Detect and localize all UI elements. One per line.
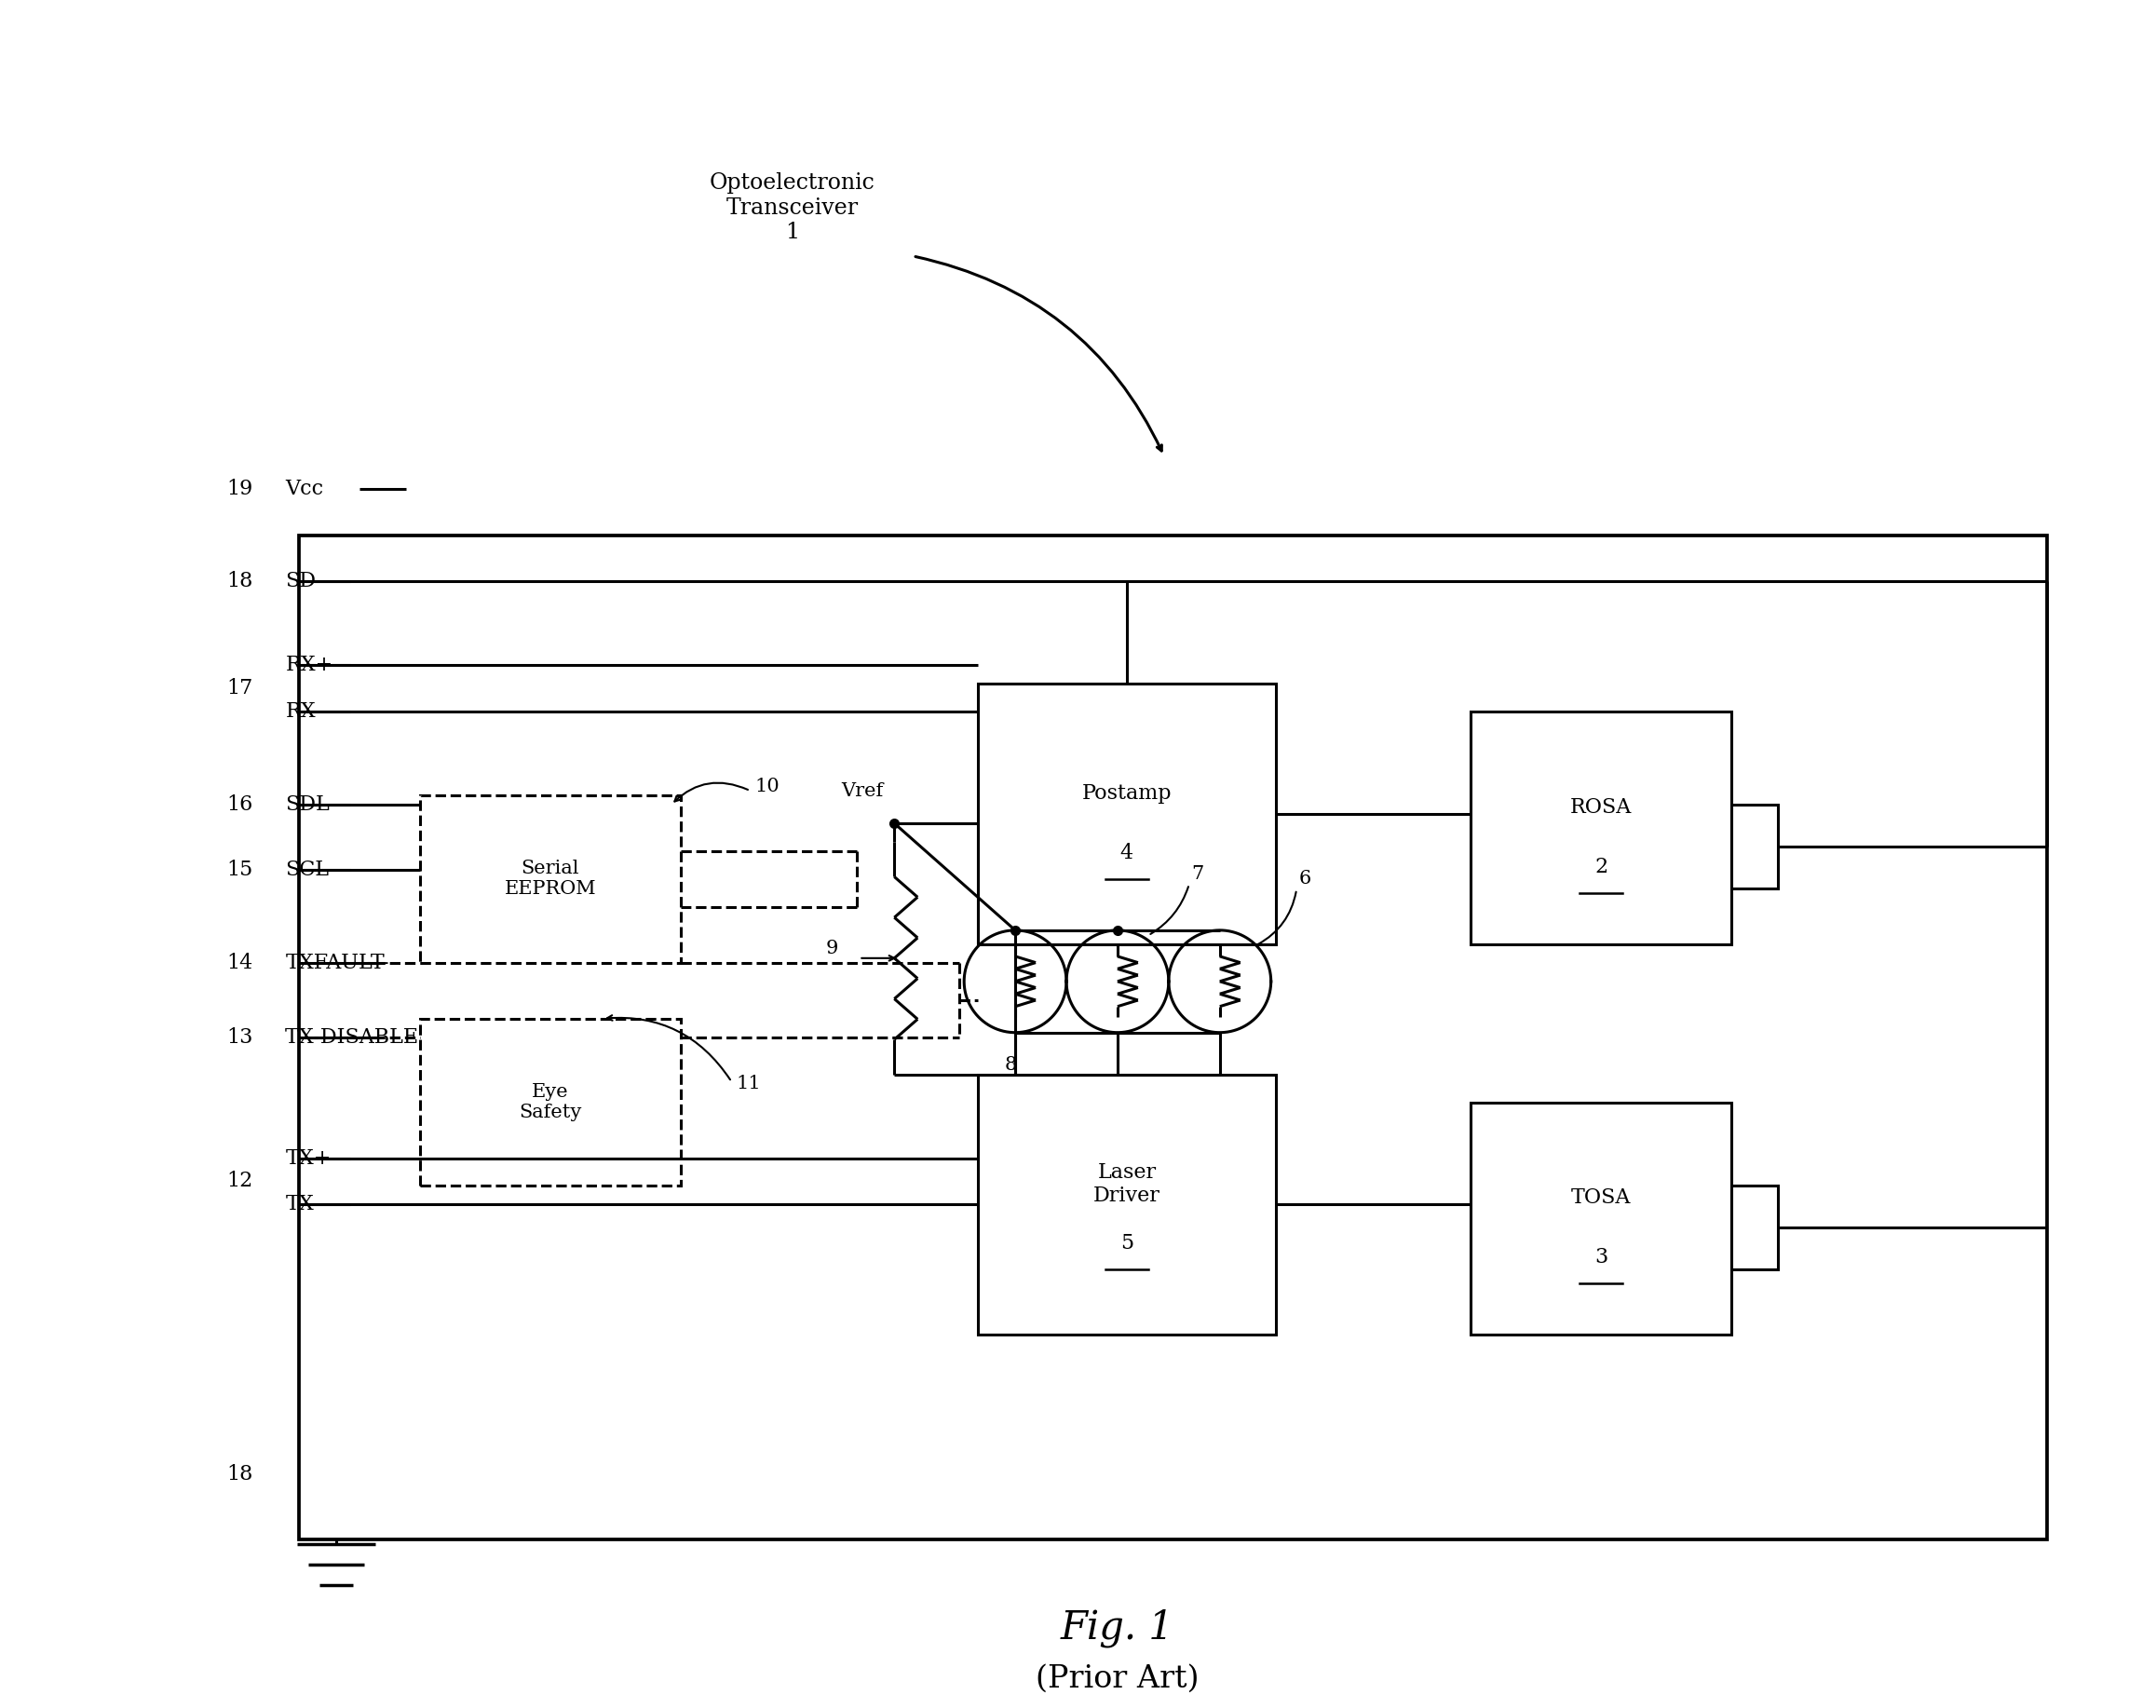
Text: Fig. 1: Fig. 1: [1061, 1609, 1175, 1647]
Text: (Prior Art): (Prior Art): [1035, 1664, 1199, 1694]
FancyBboxPatch shape: [1470, 1102, 1731, 1334]
FancyBboxPatch shape: [420, 796, 681, 963]
Text: 2: 2: [1595, 857, 1608, 878]
Text: 9: 9: [826, 939, 839, 958]
Text: 8: 8: [1005, 1056, 1018, 1074]
Text: 18: 18: [226, 570, 252, 591]
Text: 4: 4: [1121, 842, 1134, 863]
Text: TX DISABLE: TX DISABLE: [285, 1027, 418, 1047]
Text: Vref: Vref: [841, 782, 884, 799]
Text: 17: 17: [226, 678, 252, 699]
Text: Serial
EEPROM: Serial EEPROM: [505, 861, 597, 898]
Text: Laser
Driver: Laser Driver: [1093, 1161, 1160, 1206]
Text: SDL: SDL: [285, 794, 330, 815]
Text: TOSA: TOSA: [1572, 1187, 1632, 1208]
Text: RX+: RX+: [285, 654, 332, 675]
FancyBboxPatch shape: [1731, 1185, 1779, 1269]
FancyBboxPatch shape: [1731, 804, 1779, 888]
Text: 11: 11: [735, 1074, 761, 1093]
Text: Eye
Safety: Eye Safety: [520, 1083, 582, 1122]
Text: TXFAULT-: TXFAULT-: [285, 953, 388, 974]
Text: 19: 19: [226, 478, 252, 499]
Text: 3: 3: [1595, 1247, 1608, 1267]
FancyBboxPatch shape: [420, 1018, 681, 1185]
Text: 13: 13: [226, 1027, 252, 1047]
Text: TX-: TX-: [285, 1194, 321, 1214]
Text: 10: 10: [755, 777, 780, 794]
Text: 5: 5: [1121, 1233, 1134, 1254]
Text: RX-: RX-: [285, 702, 321, 722]
Text: Optoelectronic
Transceiver
1: Optoelectronic Transceiver 1: [709, 173, 875, 243]
Text: TX+: TX+: [285, 1148, 332, 1168]
Text: 18: 18: [226, 1464, 252, 1484]
Text: Vcc: Vcc: [285, 478, 323, 499]
Text: SD: SD: [285, 570, 317, 591]
FancyBboxPatch shape: [979, 1074, 1276, 1334]
Text: ROSA: ROSA: [1570, 798, 1632, 818]
FancyBboxPatch shape: [1470, 712, 1731, 945]
Text: 16: 16: [226, 794, 252, 815]
Text: 15: 15: [226, 859, 252, 880]
Text: 14: 14: [226, 953, 252, 974]
Text: 7: 7: [1192, 866, 1203, 883]
FancyBboxPatch shape: [979, 683, 1276, 945]
FancyBboxPatch shape: [300, 535, 2048, 1539]
Text: 12: 12: [226, 1172, 252, 1192]
Text: 6: 6: [1300, 871, 1311, 888]
Text: SCL: SCL: [285, 859, 330, 880]
Text: Postamp: Postamp: [1082, 784, 1171, 804]
